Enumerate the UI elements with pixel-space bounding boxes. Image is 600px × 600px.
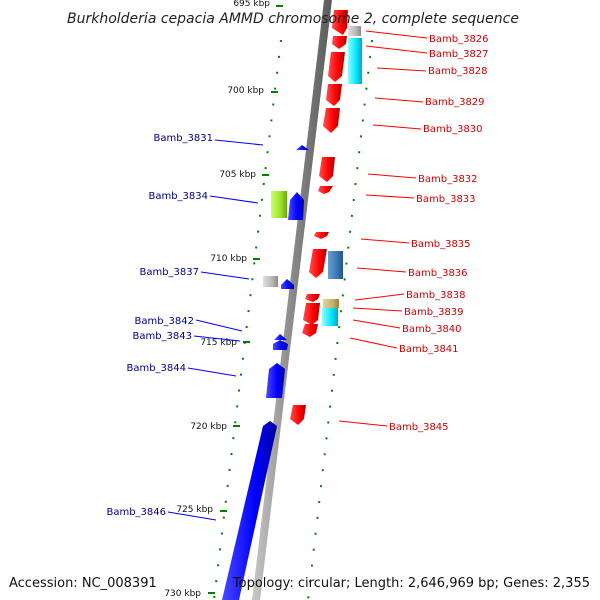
leader-bamb-3838: [354, 293, 405, 301]
gene-arrow-bamb-3835[interactable]: [314, 232, 329, 239]
gene-arrow-bamb-3840[interactable]: [302, 324, 318, 337]
tick-label-705: 705 kbp: [219, 170, 256, 180]
gene-label-bamb-3833[interactable]: Bamb_3833: [416, 194, 476, 205]
gene-box-bamb-3838[interactable]: [323, 299, 339, 308]
gene-arrow-bamb-3831[interactable]: [296, 145, 309, 150]
gene-arrow-bamb-3834[interactable]: [288, 192, 304, 220]
gene-label-bamb-3845[interactable]: Bamb_3845: [389, 422, 449, 433]
gene-arrow-bamb-3846[interactable]: [222, 421, 277, 600]
accession-text: Accession: NC_008391: [9, 576, 157, 591]
gene-arrow-bamb-3829[interactable]: [326, 84, 342, 106]
leader-bamb-3839: [352, 307, 403, 312]
gene-label-bamb-3829[interactable]: Bamb_3829: [425, 97, 485, 108]
leader-bamb-3827: [365, 45, 428, 54]
leader-bamb-3837: [200, 271, 250, 280]
topology-text: Topology: circular; Length: 2,646,969 bp…: [232, 576, 590, 591]
gene-label-bamb-3843[interactable]: Bamb_3843: [132, 331, 192, 342]
gene-box-bamb-3828[interactable]: [348, 38, 362, 84]
gene-label-bamb-3836[interactable]: Bamb_3836: [408, 268, 468, 279]
map-title: Burkholderia cepacia AMMD chromosome 2, …: [67, 11, 519, 27]
gene-label-bamb-3837[interactable]: Bamb_3837: [139, 267, 199, 278]
gene-label-bamb-3839[interactable]: Bamb_3839: [404, 307, 464, 318]
gene-label-bamb-3830[interactable]: Bamb_3830: [423, 124, 483, 135]
leader-bamb-3842: [195, 319, 243, 332]
leader-bamb-3826: [365, 30, 428, 39]
gene-label-bamb-3832[interactable]: Bamb_3832: [418, 174, 478, 185]
leader-bamb-3836: [356, 267, 407, 273]
gene-arrow-bamb-3845[interactable]: [290, 405, 306, 425]
gene-label-bamb-3827[interactable]: Bamb_3827: [429, 49, 489, 60]
gene-labels: Bamb_3826 Bamb_3827 Bamb_3828 Bamb_3829 …: [106, 34, 488, 518]
gene-arrow-bamb-3828a[interactable]: [328, 52, 345, 82]
gene-box-bamb-3826b[interactable]: [348, 26, 361, 36]
gene-arrow-bamb-3837[interactable]: [281, 279, 294, 289]
gene-arrow-bamb-3844[interactable]: [266, 363, 285, 398]
leader-bamb-3844: [187, 367, 237, 377]
gene-arrow-bamb-3827[interactable]: [332, 36, 347, 49]
leader-bamb-3845: [338, 420, 388, 427]
tick-label-710: 710 kbp: [210, 254, 247, 264]
forward-genes: [290, 10, 362, 425]
leader-bamb-3846: [167, 511, 217, 521]
gene-label-bamb-3834[interactable]: Bamb_3834: [148, 191, 208, 202]
gene-box-bamb-3836[interactable]: [328, 251, 343, 279]
gene-arrow-bamb-3826[interactable]: [332, 10, 348, 35]
gene-arrow-bamb-3839[interactable]: [303, 303, 320, 325]
leader-bamb-3829: [374, 97, 424, 103]
gene-label-bamb-3831[interactable]: Bamb_3831: [153, 133, 213, 144]
gene-arrow-bamb-3833[interactable]: [318, 186, 333, 194]
tick-label-700: 700 kbp: [227, 86, 264, 96]
tick-label-720: 720 kbp: [190, 422, 227, 432]
leader-bamb-3833: [365, 194, 415, 199]
gene-label-bamb-3826[interactable]: Bamb_3826: [429, 34, 489, 45]
scale-ticks: 695 kbp 700 kbp 705 kbp 710 kbp 715 kbp …: [164, 0, 283, 599]
gene-label-bamb-3838[interactable]: Bamb_3838: [406, 290, 466, 301]
leader-bamb-3834: [209, 195, 259, 204]
gene-label-bamb-3835[interactable]: Bamb_3835: [411, 239, 471, 250]
tick-label-715: 715 kbp: [200, 338, 237, 348]
leader-lines: [167, 30, 428, 521]
leader-bamb-3828: [376, 67, 427, 72]
gene-label-bamb-3844[interactable]: Bamb_3844: [126, 363, 186, 374]
leader-bamb-3831: [214, 139, 264, 146]
gene-arrow-bamb-3843[interactable]: [273, 340, 288, 350]
gene-box-bamb-3839[interactable]: [322, 308, 338, 326]
gene-arrow-bamb-3842[interactable]: [274, 334, 287, 340]
leader-bamb-3843: [193, 335, 241, 342]
gene-arrow-bamb-3836a[interactable]: [309, 249, 327, 278]
leader-bamb-3841: [349, 337, 398, 349]
gene-arrow-bamb-3838[interactable]: [305, 294, 320, 302]
gene-label-bamb-3842[interactable]: Bamb_3842: [134, 316, 194, 327]
gene-label-bamb-3841[interactable]: Bamb_3841: [399, 344, 459, 355]
leader-bamb-3832: [367, 173, 417, 179]
leader-bamb-3840: [352, 319, 401, 329]
tick-label-695: 695 kbp: [233, 0, 270, 9]
gene-label-bamb-3840[interactable]: Bamb_3840: [402, 324, 462, 335]
gene-arrow-bamb-3832[interactable]: [319, 157, 335, 182]
tick-label-730: 730 kbp: [164, 589, 201, 599]
gene-label-bamb-3846[interactable]: Bamb_3846: [106, 507, 166, 518]
gene-arrow-bamb-3830[interactable]: [323, 108, 340, 133]
gene-box-bamb-3834[interactable]: [271, 191, 287, 218]
leader-bamb-3835: [360, 238, 410, 244]
gene-label-bamb-3828[interactable]: Bamb_3828: [428, 66, 488, 77]
gene-box-bamb-3837[interactable]: [263, 276, 278, 287]
chromosome-backbone: [252, 0, 332, 600]
tick-label-725: 725 kbp: [176, 505, 213, 515]
leader-bamb-3830: [372, 124, 422, 130]
reverse-genes: [222, 145, 309, 600]
